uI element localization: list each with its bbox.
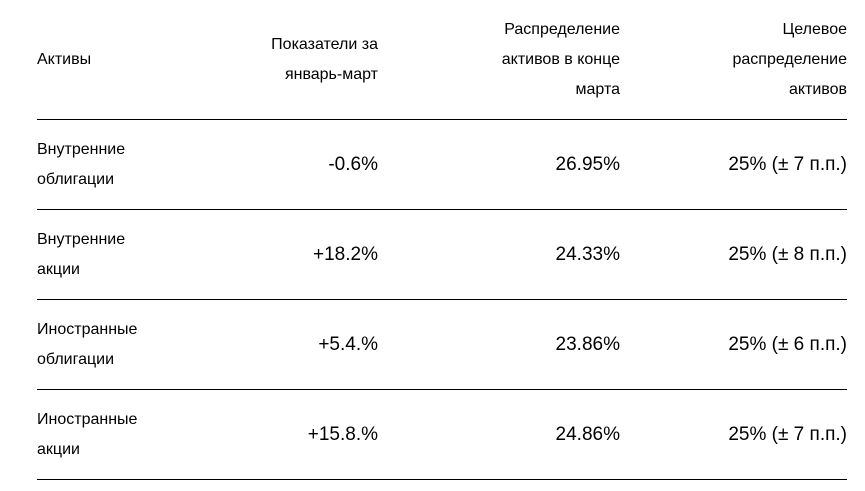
- allocation-value: 24.86%: [555, 423, 620, 445]
- header-line: январь-март: [284, 65, 378, 83]
- indicator-value: -0.6%: [328, 153, 378, 175]
- header-line: марта: [575, 80, 621, 98]
- table-row: Иностранные облигации +5.4.% 23.86% 25% …: [37, 300, 847, 390]
- header-line: Активы: [37, 50, 92, 68]
- allocation-value: 24.33%: [555, 243, 620, 265]
- asset-name-line: Иностранные: [37, 410, 138, 428]
- asset-name: Внутренние облигации: [37, 120, 237, 209]
- column-header-allocation-end-march: Распределение активов в конце марта: [378, 0, 620, 119]
- header-line: Распределение: [504, 20, 620, 38]
- indicator-value: +18.2%: [313, 243, 378, 265]
- header-line: активов: [788, 80, 847, 98]
- table-row: Внутренние акции +18.2% 24.33% 25% (± 8 …: [37, 210, 847, 300]
- table-row: Иностранные акции +15.8.% 24.86% 25% (± …: [37, 390, 847, 480]
- asset-name: Внутренние акции: [37, 210, 237, 299]
- target-allocation-value: 25% (± 6 п.п.): [728, 333, 847, 355]
- allocation-value: 23.86%: [555, 333, 620, 355]
- column-header-indicators-jan-mar: Показатели за январь-март: [237, 0, 378, 119]
- asset-name-line: облигации: [37, 350, 115, 368]
- asset-name-line: акции: [37, 440, 80, 458]
- asset-allocation-table: Активы Показатели за январь-март Распред…: [37, 0, 847, 480]
- allocation-value: 26.95%: [555, 153, 620, 175]
- asset-name-line: акции: [37, 260, 80, 278]
- column-header-assets: Активы: [37, 0, 237, 119]
- asset-name-line: Иностранные: [37, 320, 138, 338]
- table-row: Внутренние облигации -0.6% 26.95% 25% (±…: [37, 120, 847, 210]
- asset-name-line: Внутренние: [37, 230, 126, 248]
- asset-name-line: Внутренние: [37, 140, 126, 158]
- table-header-row: Активы Показатели за январь-март Распред…: [37, 0, 847, 120]
- header-line: активов в конце: [501, 50, 620, 68]
- asset-name-line: облигации: [37, 170, 115, 188]
- asset-name: Иностранные облигации: [37, 300, 237, 389]
- target-allocation-value: 25% (± 7 п.п.): [728, 153, 847, 175]
- target-allocation-value: 25% (± 8 п.п.): [728, 243, 847, 265]
- column-header-target-allocation: Целевое распределение активов: [620, 0, 847, 119]
- indicator-value: +15.8.%: [307, 423, 378, 445]
- header-line: Целевое: [782, 20, 847, 38]
- target-allocation-value: 25% (± 7 п.п.): [728, 423, 847, 445]
- asset-name: Иностранные акции: [37, 390, 237, 479]
- indicator-value: +5.4.%: [318, 333, 378, 355]
- header-line: распределение: [732, 50, 847, 68]
- header-line: Показатели за: [271, 35, 378, 53]
